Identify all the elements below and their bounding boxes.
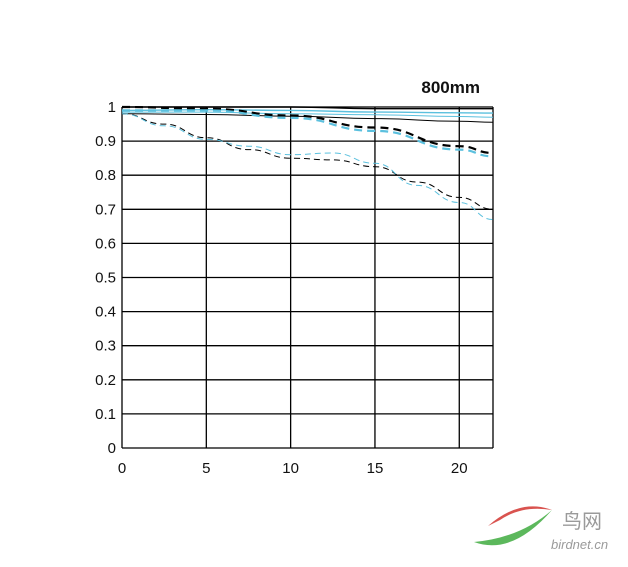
- x-tick-label-4: 20: [451, 460, 468, 477]
- birdnet-watermark: 鸟网 birdnet.cn: [474, 506, 608, 552]
- grid-layer: [121, 106, 494, 449]
- series-line-5: [122, 109, 494, 158]
- y-tick-label-7: 0.7: [95, 201, 116, 218]
- y-tick-label-8: 0.8: [95, 167, 116, 184]
- y-tick-labels: 0 0.1 0.2 0.3 0.4 0.5 0.6 0.7 0.8 0.9 1: [95, 99, 116, 457]
- series-line-6: [121, 113, 494, 210]
- series-line-4: [121, 105, 494, 155]
- y-tick-label-9: 0.9: [95, 133, 116, 150]
- watermark-chinese: 鸟网: [562, 509, 602, 533]
- birdnet-logo-icon: [474, 506, 552, 546]
- y-tick-label-10: 1: [108, 99, 116, 116]
- series-line-1: [121, 113, 494, 123]
- y-tick-label-6: 0.6: [95, 235, 116, 252]
- x-tick-label-2: 10: [282, 460, 299, 477]
- y-tick-label-3: 0.3: [95, 338, 116, 355]
- series-layer: [121, 105, 494, 220]
- series-line-3: [121, 111, 494, 118]
- series-line-0: [122, 106, 493, 110]
- x-tick-label-0: 0: [118, 460, 126, 477]
- y-tick-label-5: 0.5: [95, 270, 116, 287]
- x-tick-labels: 0 5 10 15 20: [118, 460, 468, 477]
- y-tick-label-2: 0.2: [95, 372, 116, 389]
- y-tick-label-4: 0.4: [95, 304, 116, 321]
- series-line-7: [121, 113, 494, 220]
- y-tick-label-0: 0: [108, 440, 116, 457]
- x-tick-label-3: 15: [367, 460, 384, 477]
- x-tick-label-1: 5: [202, 460, 210, 477]
- chart-title: 800mm: [421, 78, 480, 97]
- watermark-domain: birdnet.cn: [551, 537, 608, 552]
- y-tick-label-1: 0.1: [95, 406, 116, 423]
